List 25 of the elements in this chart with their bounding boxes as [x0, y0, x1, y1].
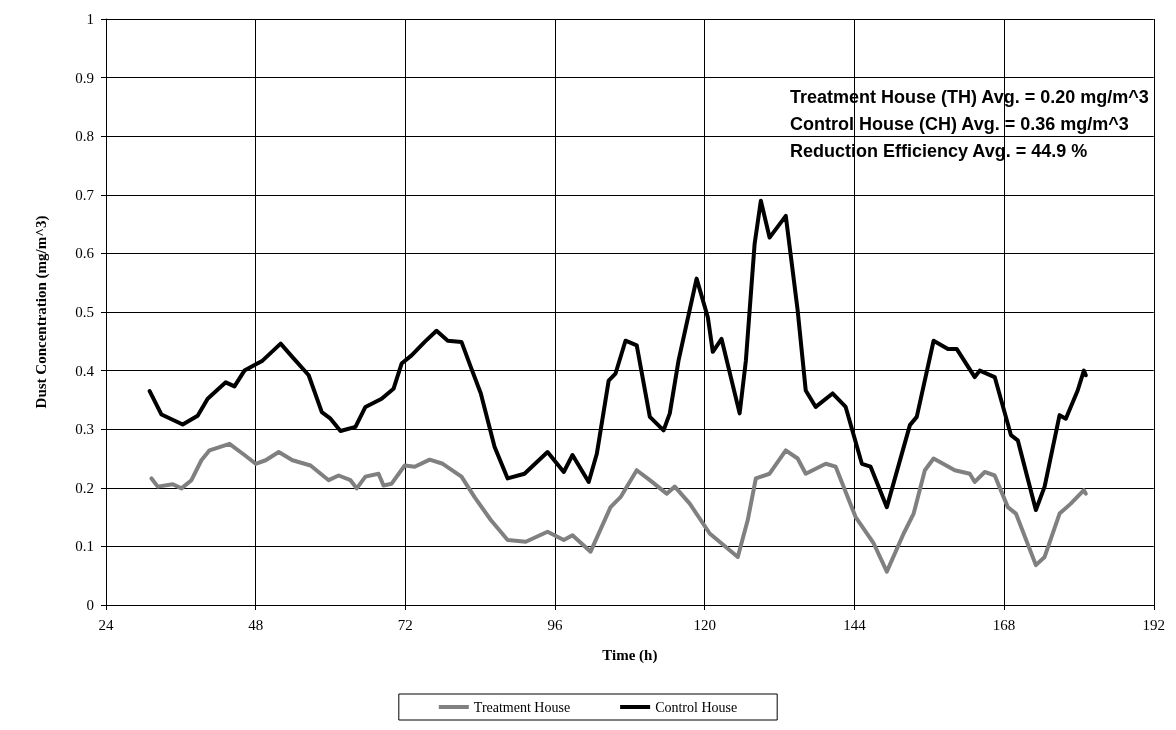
y-axis-title: Dust Concentration (mg/m^3) — [32, 215, 50, 409]
x-tick-label: 96 — [547, 616, 564, 633]
y-tick-label: 0.7 — [75, 186, 95, 203]
y-tick-label: 1 — [86, 11, 94, 27]
line-series — [149, 441, 1088, 574]
x-tick-label: 192 — [1142, 616, 1165, 633]
x-tick-label: 72 — [397, 616, 413, 633]
y-tick-label: 0.3 — [75, 421, 94, 438]
legend-label: Control House — [655, 699, 738, 715]
y-tick-label: 0.1 — [75, 538, 94, 555]
x-axis-title: Time (h) — [602, 646, 658, 664]
annotation: Control House (CH) Avg. = 0.36 mg/m^3 — [790, 114, 1129, 134]
x-tick-label: 24 — [98, 616, 114, 633]
y-tick-label: 0 — [86, 597, 94, 613]
x-tick-label: 120 — [693, 616, 716, 633]
x-tick-label: 144 — [843, 616, 867, 633]
y-tick-label: 0.8 — [75, 128, 94, 145]
y-tick-label: 0.9 — [75, 69, 94, 86]
y-tick-label: 0.5 — [75, 304, 94, 320]
y-tick-label: 0.4 — [75, 362, 95, 379]
x-tick-label: 48 — [248, 616, 264, 633]
x-tick-label: 168 — [992, 616, 1016, 633]
y-tick-label: 0.2 — [75, 479, 94, 496]
legend-label: Treatment House — [473, 699, 571, 715]
y-tick-label: 0.6 — [75, 245, 95, 262]
